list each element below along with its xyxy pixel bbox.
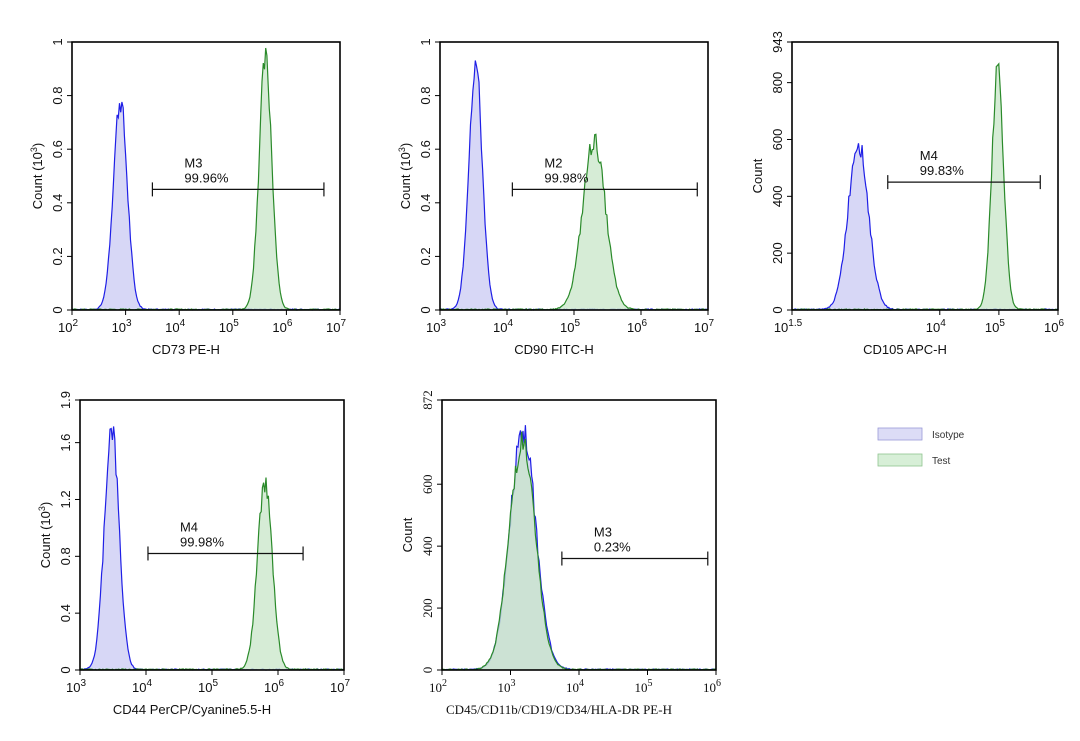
y-axis-label: Count (103) — [29, 143, 45, 209]
x-tick-label: 103 — [498, 678, 516, 695]
x-tick-label: 105 — [560, 318, 580, 335]
y-tick-label: 1.6 — [58, 434, 73, 452]
y-tick-label: 0.4 — [418, 194, 433, 212]
x-tick-label: 102 — [58, 318, 78, 335]
histogram-panel-cd73: 102 103 104 105 106 107 0 0.2 0.4 0.6 0.8 1 CD73 PE-… — [29, 38, 346, 357]
y-tick-label: 0.4 — [50, 194, 65, 212]
y-tick-label: 0 — [58, 666, 73, 673]
plot-frame — [791, 41, 1059, 311]
test-histogram-fill — [72, 48, 340, 310]
y-tick-label: 600 — [770, 129, 785, 151]
histogram-panel-cd45-panel: 102 103 104 105 106 0 200 400 600 872 CD45/CD11b/C… — [400, 390, 721, 717]
y-tick-label: 0.6 — [50, 140, 65, 158]
y-tick-label: 0.2 — [50, 247, 65, 265]
y-tick-label: 1 — [50, 38, 65, 45]
y-tick-label: 200 — [420, 598, 435, 618]
isotype-histogram-line — [441, 425, 717, 671]
y-tick-label: 0 — [770, 306, 785, 313]
plot-frame — [441, 399, 717, 671]
isotype-histogram-fill — [72, 102, 340, 310]
y-tick-label: 0.2 — [418, 247, 433, 265]
y-axis-label: Count (103) — [397, 143, 413, 209]
x-tick-label: 104 — [926, 318, 946, 335]
y-tick-label: 800 — [770, 72, 785, 94]
isotype-histogram-fill — [442, 425, 716, 670]
x-tick-label: 105 — [635, 678, 653, 695]
y-axis-label: Count — [750, 158, 765, 193]
y-tick-label: 1.9 — [58, 391, 73, 409]
gate-marker-percent: 99.83% — [920, 163, 965, 178]
y-tick-label: 0.8 — [418, 87, 433, 105]
x-tick-label: 104 — [165, 318, 185, 335]
y-tick-label: 600 — [420, 474, 435, 494]
legend-label-test: Test — [932, 456, 951, 467]
gate-marker-name: M3 — [184, 155, 202, 170]
legend: Isotype Test — [877, 427, 965, 467]
y-tick-label: 400 — [420, 536, 435, 556]
plot-frame — [71, 41, 341, 311]
test-histogram-line — [441, 431, 717, 671]
y-tick-label: 943 — [770, 31, 785, 53]
gate-marker-name: M3 — [594, 525, 612, 540]
x-tick-label: 107 — [330, 678, 350, 695]
x-tick-label: 103 — [426, 318, 446, 335]
gate-marker-percent: 0.23% — [594, 540, 631, 555]
x-tick-label: 105 — [985, 318, 1005, 335]
gate-marker-name: M2 — [544, 155, 562, 170]
y-tick-label: 0.8 — [50, 87, 65, 105]
isotype-histogram-fill — [440, 60, 708, 310]
gate-marker-name: M4 — [920, 148, 938, 163]
gate-marker-percent: 99.98% — [544, 170, 589, 185]
y-tick-label: 0 — [418, 306, 433, 313]
isotype-histogram-fill — [792, 143, 1058, 310]
x-axis-label: CD105 APC-H — [863, 342, 947, 357]
y-axis-label: Count (103) — [37, 502, 53, 568]
x-axis-label: CD73 PE-H — [152, 342, 220, 357]
x-tick-label: 102 — [429, 678, 447, 695]
test-histogram-fill — [792, 63, 1058, 310]
legend-swatch-test — [877, 453, 923, 467]
x-axis-label: CD44 PerCP/Cyanine5.5-H — [113, 702, 271, 717]
x-tick-label: 103 — [66, 678, 86, 695]
histogram-panel-cd105: 101.5 104 105 106 0 200 400 600 800 943 CD105 APC-… — [750, 31, 1064, 357]
x-tick-label: 106 — [703, 678, 721, 695]
gate-marker-percent: 99.96% — [184, 170, 229, 185]
y-tick-label: 0.6 — [418, 140, 433, 158]
x-tick-label: 104 — [132, 678, 152, 695]
x-tick-label: 105 — [198, 678, 218, 695]
gate-marker-name: M4 — [180, 519, 198, 534]
x-tick-label: 107 — [694, 318, 714, 335]
gate-marker-percent: 99.98% — [180, 534, 225, 549]
x-tick-label: 106 — [1044, 318, 1064, 335]
x-tick-label: 105 — [219, 318, 239, 335]
test-histogram-fill — [442, 431, 716, 670]
y-tick-label: 200 — [770, 242, 785, 264]
y-tick-label: 400 — [770, 185, 785, 207]
x-axis-label: CD90 FITC-H — [514, 342, 593, 357]
y-tick-label: 1.2 — [58, 490, 73, 508]
histogram-panel-cd44: 103 104 105 106 107 0 0.4 0.8 1.2 1.6 1.9 CD44 PerC… — [37, 391, 350, 717]
legend-swatch-isotype — [877, 427, 923, 441]
x-tick-label: 106 — [264, 678, 284, 695]
x-tick-label: 103 — [112, 318, 132, 335]
x-tick-label: 106 — [627, 318, 647, 335]
x-tick-label: 104 — [566, 678, 584, 695]
y-tick-label: 0 — [420, 667, 435, 674]
y-tick-label: 872 — [420, 390, 435, 410]
x-tick-label: 107 — [326, 318, 346, 335]
y-axis-label: Count — [400, 517, 415, 552]
y-tick-label: 0.4 — [58, 604, 73, 622]
test-histogram-line — [791, 62, 1059, 311]
legend-label-isotype: Isotype — [932, 430, 965, 441]
x-tick-label: 101.5 — [774, 318, 803, 335]
y-tick-label: 0 — [50, 306, 65, 313]
x-axis-label: CD45/CD11b/CD19/CD34/HLA-DR PE-H — [446, 702, 672, 717]
histogram-panel-cd90: 103 104 105 106 107 0 0.2 0.4 0.6 0.8 1 CD90 FITC-H… — [397, 38, 714, 357]
isotype-histogram-fill — [80, 426, 344, 670]
x-tick-label: 104 — [493, 318, 513, 335]
y-tick-label: 1 — [418, 38, 433, 45]
x-tick-label: 106 — [272, 318, 292, 335]
y-tick-label: 0.8 — [58, 547, 73, 565]
